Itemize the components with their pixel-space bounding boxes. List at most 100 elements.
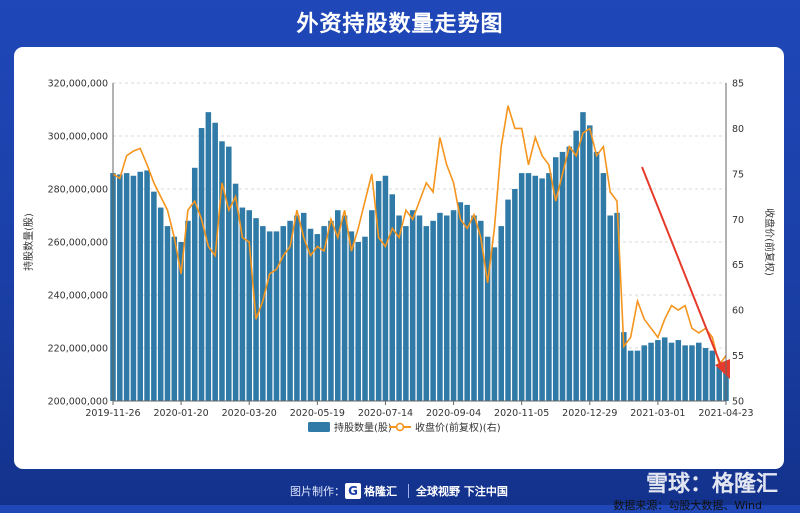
bar — [512, 189, 518, 401]
bar — [518, 173, 525, 401]
bar — [260, 226, 266, 401]
footer: 图片制作： G 格隆汇 全球视野 下注中国 — [0, 478, 800, 505]
x-tick-label: 2020-12-29 — [562, 408, 617, 419]
bar — [655, 340, 661, 401]
logo-mark: G — [345, 482, 361, 499]
bar — [300, 212, 307, 401]
bar — [226, 146, 232, 401]
bar — [328, 220, 334, 401]
y-tick-label: 300,000,000 — [48, 132, 108, 143]
bar — [341, 215, 348, 401]
bar — [362, 236, 368, 401]
bar — [151, 191, 157, 401]
bar — [416, 215, 423, 401]
bar — [443, 215, 450, 401]
bar — [178, 242, 184, 401]
bar — [634, 350, 641, 401]
bar — [409, 210, 416, 401]
bar — [471, 215, 477, 401]
bar — [668, 342, 675, 401]
bar — [682, 345, 688, 401]
bar — [191, 167, 198, 401]
y-tick-label: 200,000,000 — [48, 397, 108, 408]
chart: 320,000,000 300,000,000 280,000,000 260,000… — [22, 79, 776, 435]
bar — [137, 171, 144, 401]
bar — [294, 215, 300, 401]
bar — [205, 112, 212, 402]
bar — [566, 146, 573, 401]
bar — [559, 151, 566, 401]
bar — [253, 218, 259, 401]
x-tick-label: 2020-03-20 — [222, 408, 277, 419]
logo-text: 格隆汇 — [364, 484, 397, 498]
bar — [314, 234, 321, 401]
bar — [164, 226, 171, 401]
y-right-tick-label: 55 — [732, 351, 744, 362]
bar — [198, 128, 205, 402]
legend: 持股数量(股) 收盘价(前复权)(右) — [308, 421, 501, 434]
legend-label-line: 收盘价(前复权)(右) — [415, 421, 501, 434]
logo: G 格隆汇 — [345, 481, 403, 500]
bar — [716, 363, 722, 401]
y-tick-label: 320,000,000 — [48, 79, 108, 90]
bar — [375, 181, 382, 401]
bar — [266, 231, 273, 401]
x-tick-label: 2020-09-04 — [426, 408, 481, 419]
bar — [157, 207, 164, 401]
y-right-tick-label: 50 — [732, 397, 744, 408]
bar — [621, 332, 627, 401]
bar — [123, 173, 130, 401]
x-tick-label: 2019-11-26 — [85, 408, 140, 419]
x-tick-label: 2020-05-19 — [290, 408, 345, 419]
bar — [600, 173, 607, 401]
bar — [539, 178, 545, 401]
y-tick-label: 260,000,000 — [48, 238, 108, 249]
y-tick-label: 280,000,000 — [48, 185, 108, 196]
footer-credit: 图片制作： — [290, 485, 345, 498]
arrow-annotation — [641, 166, 725, 374]
bar — [348, 231, 355, 401]
bar — [695, 342, 702, 401]
bar — [117, 174, 123, 401]
bar — [484, 236, 491, 401]
bar — [382, 175, 389, 401]
bar — [607, 215, 613, 401]
bar — [580, 112, 586, 402]
bar — [171, 236, 178, 401]
bar — [532, 175, 539, 401]
footer-slogan: 全球视野 下注中国 — [416, 485, 508, 498]
bar — [280, 226, 287, 401]
bar — [307, 228, 314, 401]
page-title: 外资持股数量走势图 — [296, 12, 504, 37]
bar — [335, 210, 341, 401]
axes: 320,000,000 300,000,000 280,000,000 260,000… — [22, 79, 776, 420]
bar — [437, 212, 443, 401]
bar — [709, 350, 716, 401]
bar — [641, 345, 648, 401]
bar — [423, 226, 430, 401]
bar — [355, 242, 361, 401]
bar — [219, 141, 225, 402]
bar — [144, 170, 150, 401]
bar — [498, 226, 504, 401]
bar — [130, 175, 137, 401]
bar — [689, 345, 695, 401]
legend-label-bar: 持股数量(股) — [334, 421, 392, 434]
bar — [573, 130, 579, 401]
y-right-tick-label: 85 — [732, 79, 744, 90]
bar — [552, 157, 559, 401]
y-right-tick-label: 70 — [732, 215, 744, 226]
bar — [702, 348, 709, 401]
bar — [491, 247, 498, 401]
bar — [430, 220, 436, 401]
bar — [505, 199, 511, 401]
bar — [403, 226, 409, 401]
y-axis-title: 持股数量(股) — [22, 213, 35, 271]
bar-series — [110, 112, 729, 402]
bar — [614, 212, 620, 401]
bar — [546, 173, 552, 401]
x-tick-label: 2020-07-14 — [358, 408, 413, 419]
bar — [627, 350, 634, 401]
bar — [587, 125, 593, 402]
y-right-axis-title: 收盘价(前复权) — [763, 208, 776, 276]
